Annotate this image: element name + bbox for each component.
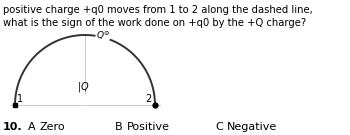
Text: Positive: Positive <box>127 122 170 132</box>
Text: positive charge +q0 moves from 1 to 2 along the dashed line,: positive charge +q0 moves from 1 to 2 al… <box>3 5 313 15</box>
Text: C: C <box>215 122 223 132</box>
Text: B: B <box>115 122 122 132</box>
Text: 1: 1 <box>17 94 23 104</box>
Text: 10.: 10. <box>3 122 23 132</box>
Text: Zero: Zero <box>40 122 66 132</box>
Text: A: A <box>28 122 36 132</box>
Circle shape <box>96 29 110 43</box>
Text: $Q^{\ominus}$: $Q^{\ominus}$ <box>96 30 110 42</box>
Text: $|Q$: $|Q$ <box>77 80 90 94</box>
Circle shape <box>80 95 90 105</box>
Text: Negative: Negative <box>227 122 277 132</box>
Text: 2: 2 <box>145 94 151 104</box>
Text: what is the sign of the work done on +q0 by the +Q charge?: what is the sign of the work done on +q0… <box>3 18 306 28</box>
